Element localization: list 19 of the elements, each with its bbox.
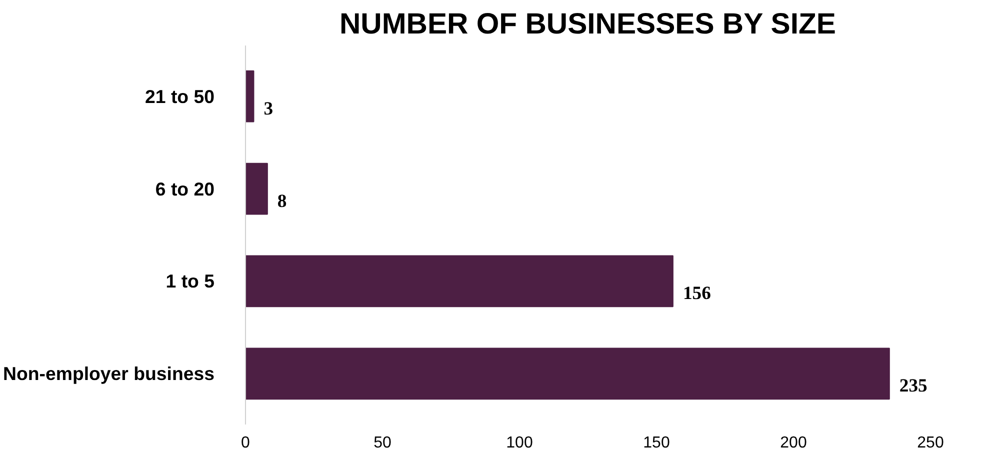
y-tick-label: 6 to 20 [155, 178, 215, 200]
bar [246, 70, 254, 122]
data-label: 8 [277, 190, 287, 212]
bar [246, 162, 268, 215]
x-tick-label: 50 [374, 434, 392, 452]
x-tick-label: 150 [643, 434, 670, 452]
x-tick-label: 0 [241, 434, 250, 452]
data-label: 235 [899, 376, 928, 397]
y-tick-label: 21 to 50 [145, 86, 215, 107]
x-tick-label: 100 [506, 434, 533, 452]
bar [246, 348, 890, 400]
y-tick-label: Non-employer business [3, 363, 215, 384]
data-label: 156 [682, 283, 711, 304]
x-tick-label: 250 [917, 434, 944, 452]
chart-title: NUMBER OF BUSINESSES BY SIZE [339, 8, 836, 40]
bar [246, 255, 674, 308]
y-tick-label: 1 to 5 [166, 270, 215, 292]
x-tick-label: 200 [780, 434, 807, 452]
data-label: 3 [264, 98, 274, 120]
